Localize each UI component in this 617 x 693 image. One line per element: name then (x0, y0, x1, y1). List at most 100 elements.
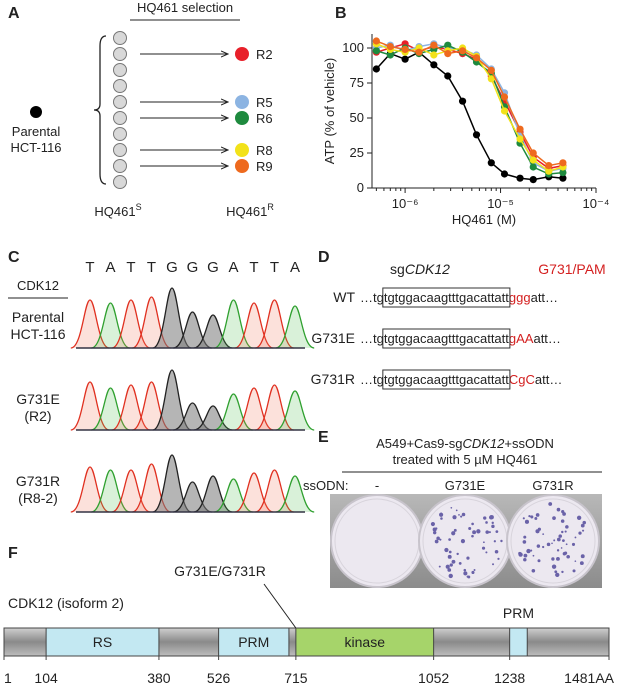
point (545, 167, 553, 175)
label: R6 (256, 111, 273, 126)
trace-peak (255, 384, 294, 431)
clone-dot (235, 111, 249, 125)
colony (542, 533, 545, 535)
sequence: att… (535, 372, 562, 387)
sequence: att… (533, 331, 560, 346)
label: +ssODN (504, 436, 553, 451)
colony (485, 530, 490, 534)
point (529, 163, 537, 171)
domain-label: PRM (503, 605, 534, 621)
colony (497, 557, 500, 560)
y-tick-label: 25 (350, 145, 364, 160)
colony (582, 529, 585, 532)
parental-dot (30, 106, 42, 118)
mutation: gAA (509, 331, 534, 346)
colony (448, 550, 452, 554)
colony (461, 512, 466, 517)
point (401, 55, 409, 63)
colony (535, 513, 540, 517)
x-axis-label: HQ461 (M) (452, 212, 516, 227)
point (516, 174, 524, 182)
colony (555, 572, 560, 578)
dish (506, 494, 600, 588)
clone-dot (235, 95, 249, 109)
dish-rim (510, 498, 596, 584)
point (545, 162, 553, 170)
trace-peak (255, 469, 294, 513)
label: G731E (445, 478, 486, 493)
colony (531, 569, 536, 573)
colony (523, 557, 527, 562)
y-tick-label: 75 (350, 75, 364, 90)
label: Parental (12, 124, 61, 139)
y-axis-label: ATP (% of vehicle) (322, 58, 337, 164)
colony (471, 570, 475, 575)
colony (560, 519, 565, 523)
clone-circle (113, 159, 127, 173)
x-tick-label: 10⁻⁴ (583, 196, 610, 211)
point (430, 41, 438, 49)
colony (481, 546, 486, 550)
colony (450, 506, 453, 509)
colony (472, 530, 477, 535)
colony (548, 502, 553, 506)
y-tick-label: 100 (342, 40, 364, 55)
clone-dot (235, 143, 249, 157)
colony (485, 521, 488, 524)
label: A549+Cas9-sg (376, 436, 462, 451)
label: HCT-116 (10, 140, 61, 155)
clone-dot (235, 159, 249, 173)
base: A (290, 259, 300, 276)
panel-letter: D (318, 249, 330, 266)
label: (R8-2) (18, 490, 58, 506)
label: G731/PAM (538, 261, 605, 277)
point (516, 125, 524, 133)
base: T (147, 259, 156, 276)
colony (534, 516, 538, 520)
point (472, 131, 481, 139)
trace-peak (275, 390, 315, 431)
colony (451, 531, 456, 536)
colony (485, 551, 488, 554)
colony (528, 514, 531, 518)
sequence: …tgtgtggacaagtttgacattatt (360, 331, 509, 346)
label: HQ461 (94, 204, 135, 219)
colony (565, 525, 569, 529)
dish (330, 494, 424, 588)
colony (554, 570, 558, 574)
colony (579, 561, 584, 566)
colony (456, 552, 459, 556)
colony (537, 527, 541, 531)
position-label: 1 (4, 670, 12, 686)
colony (551, 557, 555, 561)
colony (565, 543, 568, 546)
clone-circle (113, 143, 127, 157)
colony (433, 530, 437, 535)
point (415, 48, 423, 56)
colony (582, 520, 587, 525)
colony (436, 536, 440, 541)
point (430, 51, 438, 59)
colony (546, 542, 551, 547)
colony (445, 564, 450, 569)
domain-label: RS (93, 634, 112, 650)
colony (473, 569, 476, 571)
panel-letter: E (318, 429, 329, 446)
colony (556, 507, 561, 512)
colony (455, 509, 458, 512)
colony (551, 564, 557, 569)
point (559, 169, 567, 177)
clone-circle (113, 95, 127, 109)
point (372, 37, 380, 45)
colony (561, 570, 564, 574)
sequence: …tgtgtggacaagtttgacattattgAAatt… (360, 331, 561, 346)
colony (466, 556, 470, 560)
mutation-pointer (263, 583, 297, 629)
point (472, 54, 481, 62)
colony (458, 562, 462, 565)
colony (444, 547, 449, 553)
domain (45, 627, 160, 657)
clone-dot (235, 47, 249, 61)
colony (551, 542, 553, 545)
